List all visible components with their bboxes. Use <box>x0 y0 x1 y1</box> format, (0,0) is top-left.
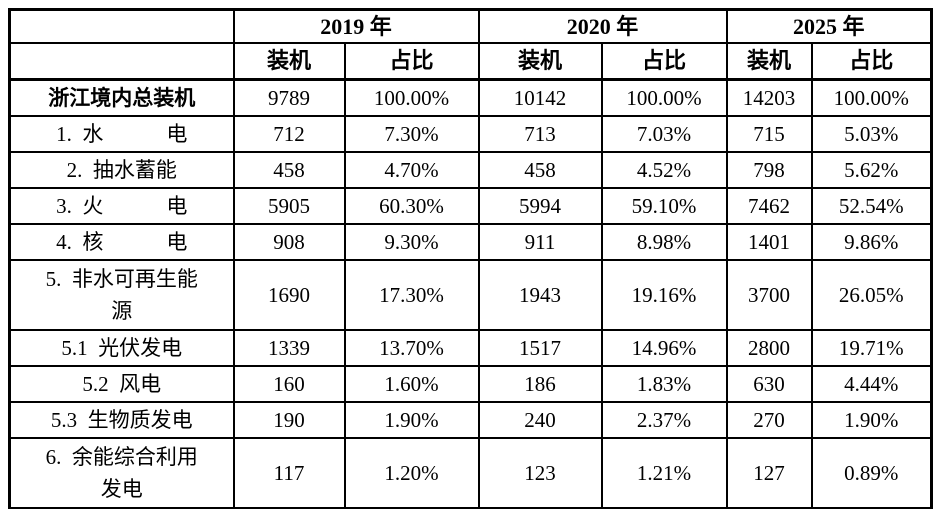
share-cell: 14.96% <box>600 329 728 367</box>
capacity-cell: 630 <box>725 365 813 403</box>
capacity-cell: 14203 <box>725 78 813 117</box>
year-header-2025: 2025 年 <box>725 8 933 44</box>
capacity-cell: 186 <box>477 365 603 403</box>
table-row: 浙江境内总装机 9789 100.00% 10142 100.00% 14203 100.0… <box>8 78 933 117</box>
share-cell: 17.30% <box>343 259 480 331</box>
capacity-cell: 908 <box>232 223 346 261</box>
share-cell: 0.89% <box>810 437 933 509</box>
sub-header-row: 装机 占比 装机 占比 装机 占比 <box>8 42 933 81</box>
table-row: 6. 余能综合利用 发电 117 1.20% 123 1.21% 127 0.89% <box>8 437 933 509</box>
capacity-cell: 160 <box>232 365 346 403</box>
table-row: 5. 非水可再生能 源 1690 17.30% 1943 19.16% 3700 26.05… <box>8 259 933 331</box>
corner-cell <box>8 8 235 44</box>
capacity-cell: 5994 <box>477 187 603 225</box>
share-cell: 2.37% <box>600 401 728 439</box>
share-cell: 52.54% <box>810 187 933 225</box>
share-cell: 1.90% <box>810 401 933 439</box>
share-cell: 9.30% <box>343 223 480 261</box>
table-row: 2. 抽水蓄能 458 4.70% 458 4.52% 798 5.62% <box>8 151 933 189</box>
share-cell: 1.21% <box>600 437 728 509</box>
row-label: 5.1 光伏发电 <box>8 329 235 367</box>
capacity-table: 2019 年 2020 年 2025 年 装机 占比 装机 占比 装机 占比 浙… <box>8 8 934 509</box>
capacity-cell: 1943 <box>477 259 603 331</box>
row-label: 5. 非水可再生能 源 <box>8 259 235 331</box>
share-cell: 100.00% <box>600 78 728 117</box>
share-cell: 4.52% <box>600 151 728 189</box>
capacity-cell: 9789 <box>232 78 346 117</box>
col-header-share-2025: 占比 <box>810 42 933 81</box>
capacity-cell: 3700 <box>725 259 813 331</box>
table-row: 5.3 生物质发电 190 1.90% 240 2.37% 270 1.90% <box>8 401 933 439</box>
share-cell: 5.62% <box>810 151 933 189</box>
capacity-cell: 458 <box>477 151 603 189</box>
capacity-cell: 458 <box>232 151 346 189</box>
capacity-cell: 240 <box>477 401 603 439</box>
capacity-cell: 10142 <box>477 78 603 117</box>
share-cell: 7.03% <box>600 115 728 153</box>
capacity-cell: 713 <box>477 115 603 153</box>
row-label: 3. 火 电 <box>8 187 235 225</box>
share-cell: 8.98% <box>600 223 728 261</box>
capacity-cell: 7462 <box>725 187 813 225</box>
share-cell: 1.60% <box>343 365 480 403</box>
row-label: 4. 核 电 <box>8 223 235 261</box>
share-cell: 1.20% <box>343 437 480 509</box>
table-row: 3. 火 电 5905 60.30% 5994 59.10% 7462 52.54% <box>8 187 933 225</box>
col-header-capacity-2020: 装机 <box>477 42 603 81</box>
share-cell: 100.00% <box>810 78 933 117</box>
table-row: 5.1 光伏发电 1339 13.70% 1517 14.96% 2800 19.71% <box>8 329 933 367</box>
row-label: 5.2 风电 <box>8 365 235 403</box>
share-cell: 5.03% <box>810 115 933 153</box>
share-cell: 1.90% <box>343 401 480 439</box>
share-cell: 60.30% <box>343 187 480 225</box>
col-header-capacity-2025: 装机 <box>725 42 813 81</box>
table-row: 4. 核 电 908 9.30% 911 8.98% 1401 9.86% <box>8 223 933 261</box>
row-label: 6. 余能综合利用 发电 <box>8 437 235 509</box>
capacity-cell: 1690 <box>232 259 346 331</box>
capacity-cell: 127 <box>725 437 813 509</box>
share-cell: 19.71% <box>810 329 933 367</box>
col-header-share-2019: 占比 <box>343 42 480 81</box>
row-label: 1. 水 电 <box>8 115 235 153</box>
row-label: 2. 抽水蓄能 <box>8 151 235 189</box>
capacity-cell: 117 <box>232 437 346 509</box>
corner-cell-2 <box>8 42 235 81</box>
capacity-cell: 190 <box>232 401 346 439</box>
share-cell: 100.00% <box>343 78 480 117</box>
row-label: 浙江境内总装机 <box>8 78 235 117</box>
capacity-cell: 123 <box>477 437 603 509</box>
capacity-cell: 798 <box>725 151 813 189</box>
capacity-cell: 1401 <box>725 223 813 261</box>
share-cell: 7.30% <box>343 115 480 153</box>
table-body: 浙江境内总装机 9789 100.00% 10142 100.00% 14203 100.0… <box>8 78 933 509</box>
share-cell: 1.83% <box>600 365 728 403</box>
share-cell: 59.10% <box>600 187 728 225</box>
capacity-cell: 712 <box>232 115 346 153</box>
share-cell: 26.05% <box>810 259 933 331</box>
col-header-share-2020: 占比 <box>600 42 728 81</box>
share-cell: 4.44% <box>810 365 933 403</box>
capacity-cell: 911 <box>477 223 603 261</box>
capacity-cell: 1517 <box>477 329 603 367</box>
share-cell: 13.70% <box>343 329 480 367</box>
year-header-2020: 2020 年 <box>477 8 728 44</box>
capacity-cell: 715 <box>725 115 813 153</box>
year-header-2019: 2019 年 <box>232 8 480 44</box>
share-cell: 9.86% <box>810 223 933 261</box>
row-label: 5.3 生物质发电 <box>8 401 235 439</box>
year-header-row: 2019 年 2020 年 2025 年 <box>8 8 933 44</box>
capacity-cell: 2800 <box>725 329 813 367</box>
table-row: 5.2 风电 160 1.60% 186 1.83% 630 4.44% <box>8 365 933 403</box>
table-row: 1. 水 电 712 7.30% 713 7.03% 715 5.03% <box>8 115 933 153</box>
capacity-cell: 5905 <box>232 187 346 225</box>
col-header-capacity-2019: 装机 <box>232 42 346 81</box>
capacity-cell: 270 <box>725 401 813 439</box>
capacity-cell: 1339 <box>232 329 346 367</box>
share-cell: 4.70% <box>343 151 480 189</box>
share-cell: 19.16% <box>600 259 728 331</box>
table-header: 2019 年 2020 年 2025 年 装机 占比 装机 占比 装机 占比 <box>8 8 933 81</box>
